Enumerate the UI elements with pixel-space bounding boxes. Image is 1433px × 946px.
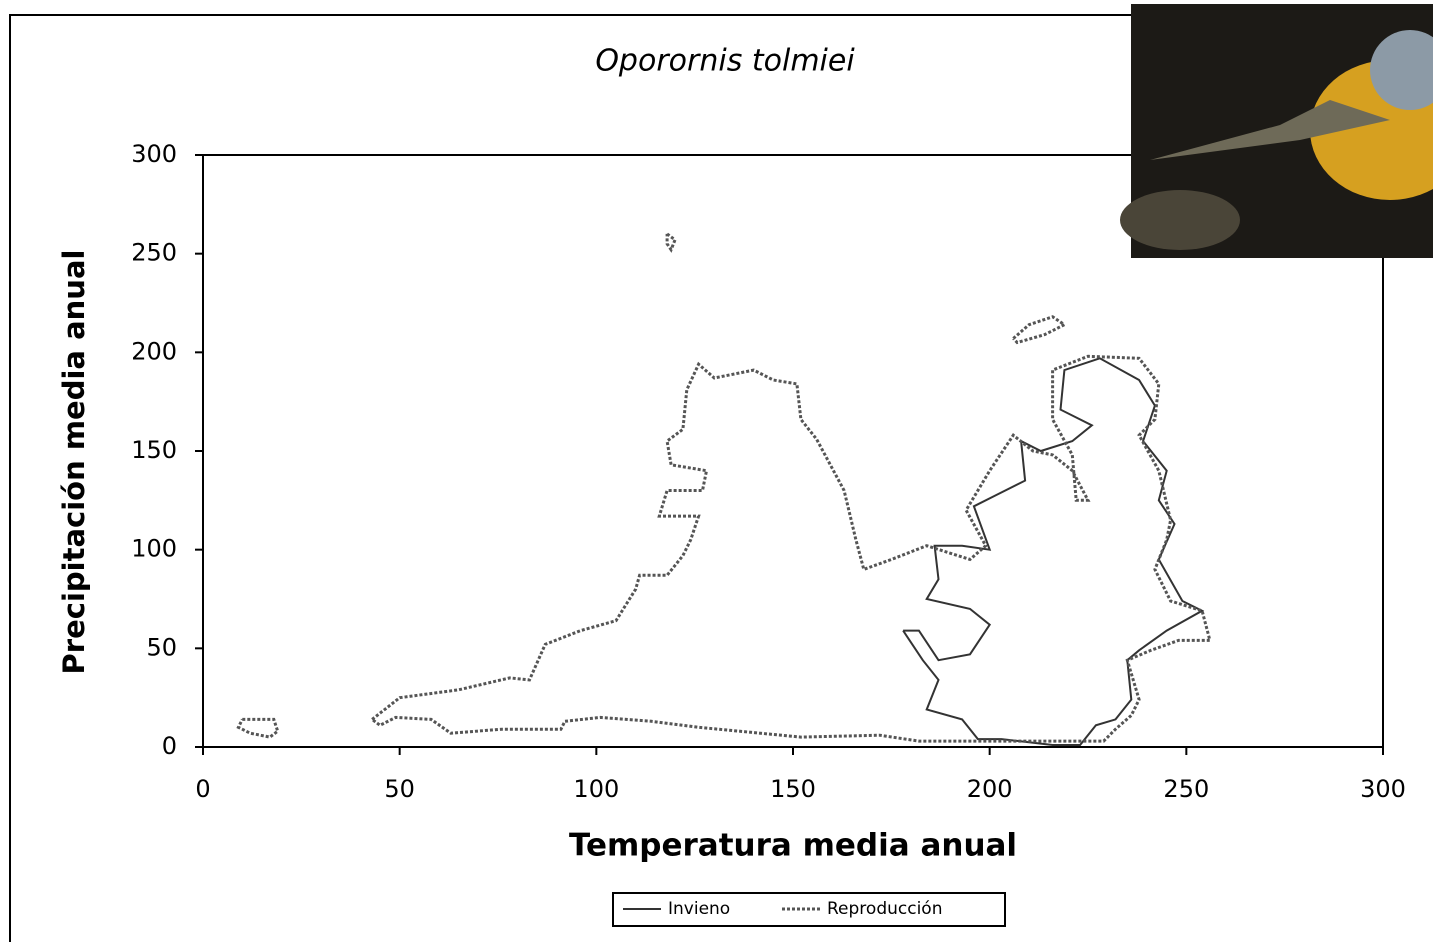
y-tick-label: 200	[131, 337, 177, 365]
legend-label: Reproducción	[827, 899, 942, 919]
y-axis-title: Precipitación media anual	[57, 250, 91, 675]
photo-rock	[1120, 190, 1240, 250]
x-tick-label: 0	[195, 775, 210, 803]
chart: Oporornis tolmiei Temperatura media anua…	[0, 0, 1433, 942]
y-tick-label: 0	[162, 732, 177, 760]
x-axis-title: Temperatura media anual	[569, 828, 1017, 864]
y-tick-label: 300	[131, 140, 177, 168]
x-tick-label: 250	[1163, 775, 1209, 803]
y-tick-label: 150	[131, 436, 177, 464]
x-tick-label: 50	[384, 775, 415, 803]
x-tick-label: 150	[770, 775, 816, 803]
y-tick-label: 50	[146, 633, 177, 661]
x-tick-label: 200	[967, 775, 1013, 803]
x-tick-label: 300	[1360, 775, 1406, 803]
y-tick-label: 250	[131, 239, 177, 267]
chart-title: Oporornis tolmiei	[595, 44, 855, 79]
photo	[1120, 4, 1433, 258]
y-tick-label: 100	[131, 535, 177, 563]
x-tick-label: 100	[573, 775, 619, 803]
legend-label: Invieno	[668, 899, 730, 919]
legend: Invieno Reproducción	[613, 893, 1005, 926]
